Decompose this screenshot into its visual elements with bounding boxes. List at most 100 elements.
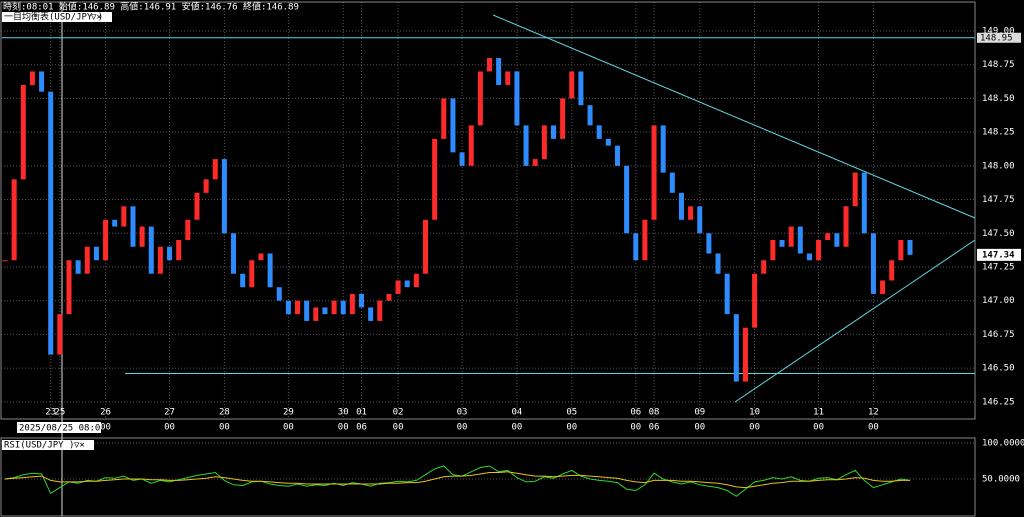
candle [395, 280, 401, 294]
trendline [734, 239, 976, 403]
x-tick-label: 26 [100, 408, 111, 418]
candle [176, 240, 182, 261]
candle [423, 219, 429, 274]
x-tick-label: 29 [283, 408, 294, 418]
rsi-title: RSI(USD/JPY ) [4, 441, 74, 451]
candle [870, 233, 876, 294]
candle [185, 219, 191, 241]
x-tick-label: 11 [813, 408, 824, 418]
candle [322, 307, 328, 315]
candle [596, 125, 602, 139]
y-tick-label: 146.50 [982, 364, 1015, 374]
y-tick-label: 148.25 [982, 128, 1015, 138]
candle [706, 233, 712, 254]
candle [121, 206, 127, 227]
candle [450, 98, 456, 153]
candle [514, 71, 520, 126]
icons[interactable]: ▽× [91, 13, 102, 23]
y-tick-label: 146.25 [982, 397, 1015, 407]
candle [231, 233, 237, 274]
candle [331, 300, 337, 315]
candle [779, 240, 785, 247]
candle [532, 159, 538, 166]
y-tick-label: 149.00 [982, 27, 1015, 37]
candle [221, 159, 227, 234]
candle [75, 260, 81, 274]
candle [678, 192, 684, 220]
candle [642, 219, 648, 261]
candle [240, 273, 246, 288]
candle [605, 138, 611, 146]
candle [733, 314, 739, 382]
candle [112, 219, 118, 227]
y-tick-label: 148.50 [982, 94, 1015, 104]
y-tick-label: 148.75 [982, 60, 1015, 70]
candle [541, 125, 547, 160]
candle [651, 125, 657, 220]
x-tick-label: 12 [868, 408, 879, 418]
x-tick-label: 30 [338, 408, 349, 418]
y-tick-label: 147.75 [982, 195, 1015, 205]
candle [889, 260, 895, 281]
candle [907, 240, 913, 255]
candle [386, 293, 392, 301]
candle [304, 300, 310, 321]
rsi-line [4, 471, 910, 489]
level-box [977, 32, 1021, 43]
candle [770, 240, 776, 261]
candle [212, 159, 218, 180]
main-frame [0, 1, 976, 420]
x-tick-hour: 06 [649, 423, 660, 433]
y-tick-label: 100.0000 [982, 439, 1024, 449]
candle [880, 280, 886, 294]
candle [413, 273, 419, 288]
candle [203, 179, 209, 193]
cursor-label: 2025/08/25 08:00 [19, 424, 106, 434]
candle [295, 300, 301, 315]
candle [523, 125, 529, 166]
candle [898, 240, 904, 261]
candle [669, 172, 675, 193]
x-tick-label: 23 [45, 408, 56, 418]
candle [505, 71, 511, 85]
x-tick-hour: 00 [338, 423, 349, 433]
candle [404, 280, 410, 288]
candle [624, 165, 630, 234]
price-box [977, 248, 1021, 261]
candle [157, 246, 163, 274]
x-tick-label: 03 [457, 408, 468, 418]
x-tick-hour: 00 [694, 423, 705, 433]
candle [806, 253, 812, 261]
candle [368, 307, 374, 321]
y-tick-label: 146.75 [982, 330, 1015, 340]
candle [550, 125, 556, 139]
candle [715, 253, 721, 274]
candle [258, 253, 264, 261]
trendline [492, 14, 976, 219]
icons[interactable]: ▽× [74, 441, 85, 451]
candle [660, 125, 666, 173]
candle [359, 293, 365, 308]
x-tick-label: 04 [511, 408, 522, 418]
candle [486, 57, 492, 72]
candle [103, 219, 109, 261]
candle [130, 206, 136, 247]
candle [468, 125, 474, 166]
candle [587, 105, 593, 126]
candle [340, 300, 346, 315]
candle [861, 172, 867, 234]
candle [313, 307, 319, 321]
y-tick-label: 147.25 [982, 262, 1015, 272]
y-tick-label: 148.00 [982, 161, 1015, 171]
x-tick-label: 06 [630, 408, 641, 418]
y-tick-label: 50.0000 [982, 475, 1020, 485]
x-tick-label: 08 [649, 408, 660, 418]
x-tick-label: 27 [164, 408, 175, 418]
x-tick-hour: 00 [813, 423, 824, 433]
rsi-line [4, 465, 911, 497]
title-box [2, 440, 94, 450]
candle [843, 206, 849, 247]
candle [139, 226, 145, 247]
candle [432, 138, 438, 220]
candle [276, 287, 282, 301]
